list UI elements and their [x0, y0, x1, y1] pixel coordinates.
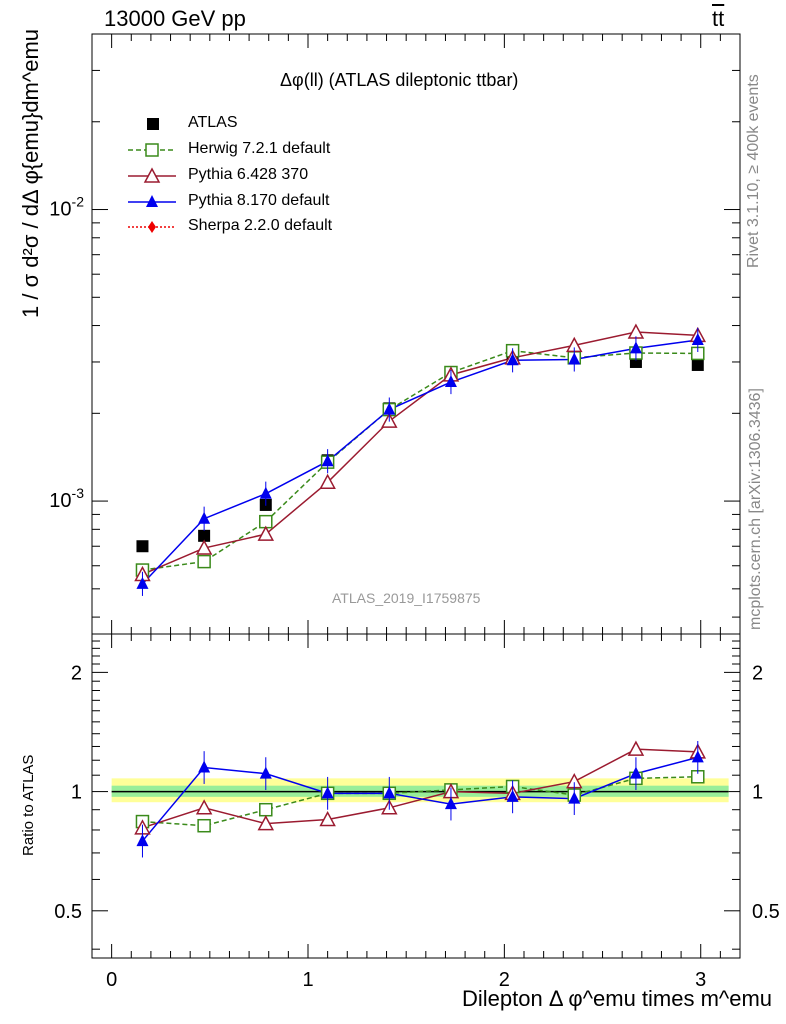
data-point-pythia8	[321, 454, 334, 467]
y-tick-label: 0.5	[752, 901, 780, 923]
data-point-pythia8	[383, 402, 396, 415]
x-tick-label: 3	[695, 969, 706, 991]
data-point-herwig	[197, 554, 211, 569]
data-point-pythia8	[506, 353, 519, 366]
data-point-atlas	[691, 358, 704, 371]
rivet-version-label: Rivet 3.1.10, ≥ 400k events	[745, 74, 762, 268]
ratio-point-pythia8	[629, 766, 642, 779]
ratio-point-pythia8	[691, 750, 704, 763]
ratio-point-herwig	[197, 818, 211, 833]
y-tick-label: 10-3	[49, 485, 84, 512]
ratio-point-pythia8	[259, 766, 272, 779]
legend-marker-herwig	[145, 143, 159, 157]
ratio-point-pythia6	[627, 740, 645, 756]
data-point-pythia8	[198, 511, 211, 524]
legend-label-atlas: ATLAS	[188, 114, 238, 131]
data-point-pythia6	[319, 473, 336, 490]
y-tick-label: 10-2	[49, 194, 84, 221]
process-label: tt	[712, 6, 725, 31]
mcplots-label: mcplots.cern.ch [arXiv:1306.3436]	[747, 388, 764, 630]
ratio-point-pythia8	[506, 789, 519, 802]
legend-marker-atlas	[147, 118, 159, 130]
data-point-pythia6	[257, 525, 275, 541]
y-tick-label: 1	[71, 782, 82, 804]
legend-label-pythia8: Pythia 8.170 default	[188, 192, 330, 209]
ratio-line-pythia6	[142, 748, 698, 829]
data-point-atlas	[136, 540, 149, 553]
data-point-pythia8	[568, 352, 581, 365]
ratio-point-pythia6	[195, 799, 213, 815]
ratio-point-herwig	[259, 802, 273, 817]
x-tick-label: 0	[106, 969, 117, 991]
x-axis-label: Dilepton Δ φ^emu times m^emu	[462, 986, 773, 1011]
main-y-axis-label: 1 / σ d²σ / dΔ φ{emu}dm^emu	[18, 28, 43, 318]
legend-marker-sherpa	[148, 221, 156, 233]
ratio-point-pythia8	[198, 760, 211, 773]
series-line-pythia8	[141, 339, 698, 585]
series-line-herwig	[142, 349, 698, 571]
legend-marker-pythia6	[143, 167, 161, 183]
ratio-frame	[91, 633, 741, 959]
analysis-watermark: ATLAS_2019_I1759875	[332, 590, 481, 606]
series-line-pythia6	[142, 331, 698, 576]
x-tick-label: 1	[302, 969, 313, 991]
legend-marker-pythia8	[146, 195, 158, 207]
legend-label-sherpa: Sherpa 2.2.0 default	[188, 217, 333, 234]
ratio-point-pythia6	[319, 810, 336, 827]
ratio-point-pythia8	[321, 786, 334, 799]
data-point-pythia8	[629, 341, 642, 354]
ratio-point-pythia8	[383, 786, 396, 799]
plot-title: Δφ(ll) (ATLAS dileptonic ttbar)	[280, 70, 519, 90]
ratio-point-pythia8	[444, 797, 457, 810]
ratio-point-pythia6	[257, 815, 275, 831]
data-point-pythia6	[195, 539, 213, 555]
ratio-line-pythia8	[141, 756, 698, 842]
data-point-pythia8	[136, 576, 149, 589]
y-tick-label: 1	[752, 782, 763, 804]
ratio-y-axis-label: Ratio to ATLAS	[20, 754, 37, 856]
x-tick-label: 2	[499, 969, 510, 991]
data-point-atlas	[198, 529, 211, 542]
data-point-pythia8	[691, 332, 704, 345]
y-tick-label: 2	[752, 662, 763, 684]
energy-label: 13000 GeV pp	[104, 6, 246, 31]
ratio-point-pythia8	[568, 791, 581, 804]
data-point-pythia8	[259, 486, 272, 499]
legend-label-pythia6: Pythia 6.428 370	[188, 166, 309, 183]
legend-label-herwig: Herwig 7.2.1 default	[188, 140, 331, 157]
y-tick-label: 0.5	[54, 901, 82, 923]
data-point-pythia6	[627, 323, 645, 339]
data-point-pythia8	[444, 375, 457, 388]
ratio-point-pythia8	[136, 834, 149, 847]
y-tick-label: 2	[71, 662, 82, 684]
